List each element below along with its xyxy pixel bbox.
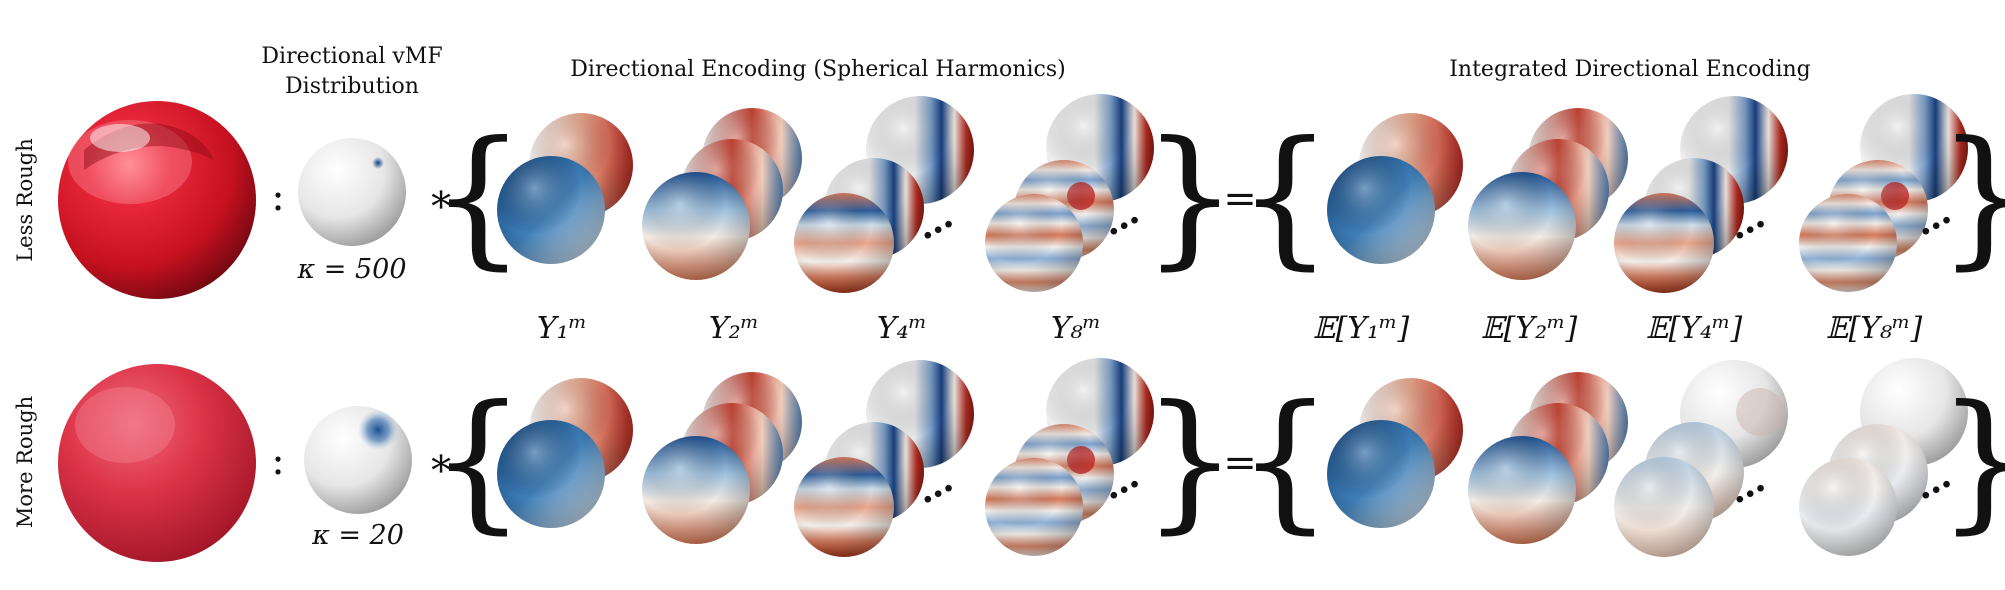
de-header: Directional Encoding (Spherical Harmonic… bbox=[570, 57, 1065, 82]
ide-group-row1-y2 bbox=[1468, 108, 1628, 280]
sh-group-row1-y8: … bbox=[985, 94, 1154, 292]
ide-group-row2-y2 bbox=[1468, 372, 1628, 544]
label-e-y8: 𝔼[Y₈ᵐ] bbox=[1826, 311, 1923, 346]
brace-open-ide-row1: { bbox=[1237, 110, 1332, 284]
label-y8: Y₈ᵐ bbox=[1051, 311, 1101, 346]
ide-group-row2-y8: … bbox=[1799, 358, 1968, 556]
brace-close-de-row1: } bbox=[1142, 110, 1237, 284]
sh-group-row2-y2 bbox=[642, 372, 802, 544]
kappa-20: κ = 20 bbox=[311, 520, 404, 551]
colon-row2: : bbox=[271, 438, 284, 484]
vmf-header-line1: Directional vMF bbox=[261, 44, 442, 69]
colon-row1: : bbox=[271, 174, 284, 220]
vmf-header-line2: Distribution bbox=[285, 74, 419, 99]
label-e-y1: 𝔼[Y₁ᵐ] bbox=[1313, 311, 1410, 346]
label-y2: Y₂ᵐ bbox=[709, 311, 759, 346]
label-e-y2: 𝔼[Y₂ᵐ] bbox=[1481, 311, 1578, 346]
ide-group-row1-y4: … bbox=[1614, 96, 1788, 293]
vmf-sphere-sharp bbox=[298, 138, 406, 246]
row-label-more-rough: More Rough bbox=[13, 396, 37, 528]
row-label-less-rough: Less Rough bbox=[13, 138, 37, 262]
equals-row2: = bbox=[1223, 440, 1257, 486]
kappa-500: κ = 500 bbox=[296, 254, 406, 285]
material-sphere-rough bbox=[58, 364, 256, 562]
label-y4: Y₄ᵐ bbox=[877, 311, 927, 346]
equals-row1: = bbox=[1223, 176, 1257, 222]
convolution-row1: ∗ bbox=[427, 176, 454, 222]
label-e-y4: 𝔼[Y₄ᵐ] bbox=[1646, 311, 1743, 346]
sh-group-row1-y1 bbox=[497, 113, 633, 264]
sh-group-row2-y8: … bbox=[985, 358, 1154, 556]
brace-open-ide-row2: { bbox=[1237, 374, 1332, 548]
sh-group-row1-y2 bbox=[642, 108, 802, 280]
brace-close-ide-row2: } bbox=[1937, 374, 2005, 548]
vmf-sphere-blurred bbox=[304, 406, 412, 514]
sh-group-row1-y4: … bbox=[794, 96, 974, 293]
sh-group-row2-y4: … bbox=[794, 360, 974, 557]
label-y1: Y₁ᵐ bbox=[537, 311, 587, 346]
brace-close-ide-row1: } bbox=[1937, 110, 2005, 284]
material-sphere-glossy bbox=[58, 101, 256, 299]
convolution-row2: ∗ bbox=[427, 440, 454, 486]
ide-group-row1-y8: … bbox=[1799, 94, 1968, 292]
brace-close-de-row2: } bbox=[1142, 374, 1237, 548]
sh-group-row2-y1 bbox=[497, 378, 633, 528]
ide-header: Integrated Directional Encoding bbox=[1449, 57, 1811, 82]
ide-group-row2-y1 bbox=[1327, 378, 1463, 528]
ide-group-row2-y4: … bbox=[1614, 360, 1788, 557]
ide-group-row1-y1 bbox=[1327, 113, 1463, 264]
